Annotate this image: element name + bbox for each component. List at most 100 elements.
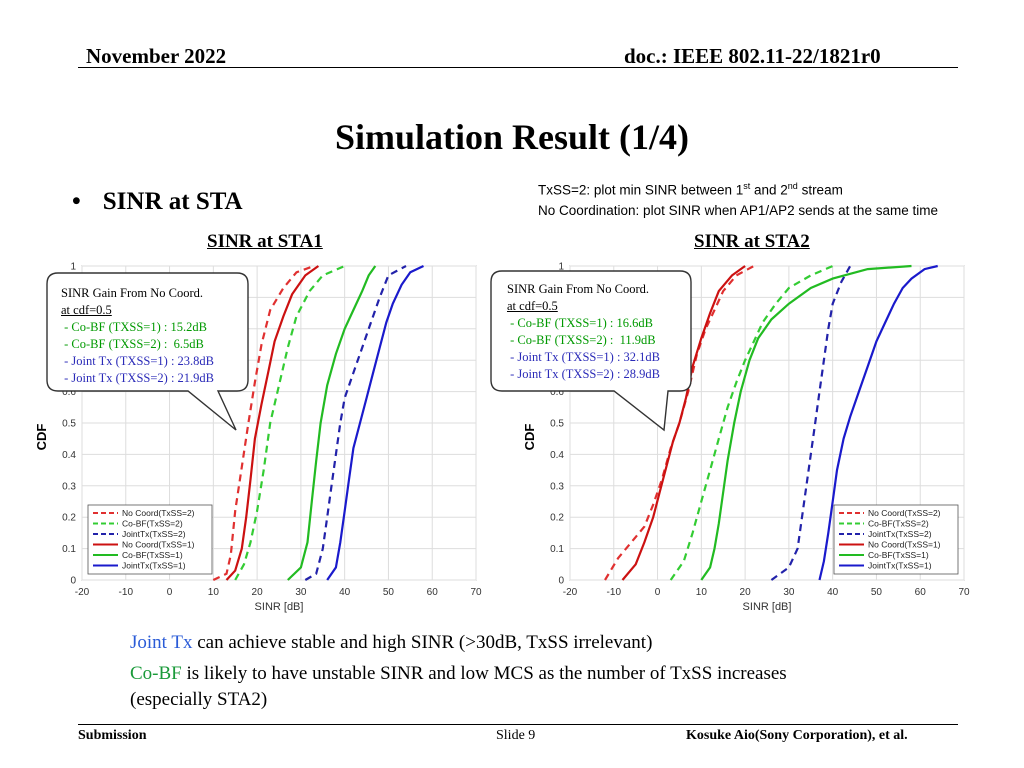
- legend-label: Co-BF(TxSS=1): [122, 550, 183, 560]
- y-tick-label: 1: [558, 262, 564, 273]
- x-axis-label: SINR [dB]: [743, 601, 792, 613]
- chart-legend: [87, 504, 213, 575]
- legend-label: No Coord(TxSS=2): [868, 508, 941, 518]
- chart-title-sta2: SINR at STA2: [694, 231, 810, 252]
- y-tick-label: 0.2: [62, 513, 76, 524]
- y-tick-label: 0.1: [62, 544, 76, 555]
- footer-rule: [78, 724, 958, 725]
- x-tick-label: 50: [871, 587, 883, 598]
- x-tick-label: 50: [383, 587, 395, 598]
- x-tick-label: 0: [167, 587, 173, 598]
- callout-line: - Co-BF (TXSS=2) : 6.5dB: [61, 337, 204, 351]
- legend-label: Co-BF(TxSS=2): [122, 519, 183, 529]
- callout-sta1: SINR Gain From No Coord. at cdf=0.5 - Co…: [61, 285, 214, 387]
- series-line: [287, 265, 377, 581]
- callout-line: - Joint Tx (TXSS=2) : 21.9dB: [61, 371, 215, 385]
- legend-label: Co-BF(TxSS=1): [868, 550, 929, 560]
- callout-shape-sta1: [46, 272, 249, 431]
- x-tick-label: 60: [915, 587, 927, 598]
- x-tick-label: 40: [827, 587, 839, 598]
- y-tick-label: 0: [558, 576, 564, 587]
- simulation-notes: TxSS=2: plot min SINR between 1st and 2n…: [538, 176, 938, 221]
- callout-cdf-label: at cdf=0.5: [507, 299, 558, 313]
- x-tick-label: 30: [783, 587, 795, 598]
- y-tick-label: 0.5: [62, 419, 76, 430]
- callout-shape-sta2: [490, 270, 692, 432]
- x-tick-label: -10: [607, 587, 622, 598]
- y-tick-label: 0.1: [550, 544, 564, 555]
- legend-label: No Coord(TxSS=1): [868, 540, 941, 550]
- chart-legend: [833, 504, 959, 575]
- header-date: November 2022: [86, 44, 227, 68]
- x-tick-label: 10: [696, 587, 708, 598]
- series-line: [234, 264, 346, 581]
- y-tick-label: 0.4: [550, 450, 564, 461]
- callout-line: - Co-BF (TXSS=1) : 16.6dB: [507, 316, 653, 330]
- callout-line: - Joint Tx (TXSS=2) : 28.9dB: [507, 367, 661, 381]
- y-tick-label: 0: [70, 576, 76, 587]
- slide-title: Simulation Result (1/4): [334, 117, 690, 157]
- conclusion-line-3: (especially STA2): [130, 689, 268, 710]
- series-line: [225, 265, 320, 581]
- legend-label: JointTx(TxSS=1): [122, 561, 186, 571]
- note-line-1: TxSS=2: plot min SINR between 1st and 2n…: [538, 181, 843, 198]
- conclusions: Joint Tx can achieve stable and high SIN…: [130, 630, 787, 713]
- x-tick-label: 0: [655, 587, 661, 598]
- x-tick-label: 70: [470, 587, 482, 598]
- conclusion-line-1: Joint Tx can achieve stable and high SIN…: [130, 632, 653, 653]
- legend-label: No Coord(TxSS=1): [122, 540, 195, 550]
- x-axis-label: SINR [dB]: [255, 601, 304, 613]
- chart-sta1: -20 -10 0 10 20 30 40 50 60 70 0 0.1 0.2 0.3 0.4 0.5 0.6…: [34, 262, 482, 614]
- legend-label: JointTx(TxSS=1): [868, 561, 932, 571]
- legend-label: No Coord(TxSS=2): [122, 508, 195, 518]
- chart-sta2: -20 -10 0 10 20 30 40 50 60 70 0 0.1 0.2 0.3 0.4 0.5 0.6…: [522, 262, 970, 614]
- conclusion-line-2: Co-BF is likely to have unstable SINR an…: [130, 663, 787, 684]
- y-axis-label: CDF: [34, 424, 49, 451]
- x-tick-label: 70: [958, 587, 970, 598]
- series-line: [818, 264, 938, 581]
- bullet-text: SINR at STA: [102, 188, 243, 215]
- callout-heading: SINR Gain From No Coord.: [507, 282, 650, 296]
- callout-line: - Co-BF (TXSS=2) : 11.9dB: [507, 333, 656, 347]
- y-tick-label: 0.6: [550, 387, 564, 398]
- footer-right: Kosuke Aio(Sony Corporation), et al.: [686, 728, 908, 743]
- header-doc-id: doc.: IEEE 802.11-22/1821r0: [624, 44, 881, 68]
- y-axis-label: CDF: [522, 424, 537, 451]
- series-line: [212, 264, 315, 581]
- series-line: [326, 265, 424, 581]
- header-rule: [78, 67, 958, 68]
- x-tick-label: 60: [427, 587, 439, 598]
- legend-label: JointTx(TxSS=2): [122, 529, 186, 539]
- y-tick-label: 0.4: [62, 450, 76, 461]
- series-line: [770, 265, 852, 581]
- y-tick-label: 0.5: [550, 419, 564, 430]
- x-tick-label: 40: [339, 587, 351, 598]
- x-tick-label: -10: [119, 587, 134, 598]
- footer-slide-number: Slide 9: [496, 728, 536, 743]
- callout-line: - Co-BF (TXSS=1) : 15.2dB: [61, 320, 207, 334]
- x-tick-label: -20: [75, 587, 90, 598]
- note-line-2: No Coordination: plot SINR when AP1/AP2 …: [538, 202, 938, 218]
- callout-sta2: SINR Gain From No Coord. at cdf=0.5 - Co…: [507, 281, 660, 383]
- x-tick-label: 20: [740, 587, 752, 598]
- bullet-symbol: •: [72, 188, 81, 215]
- series-line: [304, 265, 407, 581]
- footer-left: Submission: [78, 728, 147, 743]
- series-line: [621, 265, 746, 581]
- legend-label: JointTx(TxSS=2): [868, 529, 932, 539]
- x-tick-label: 10: [208, 587, 220, 598]
- x-tick-label: -20: [563, 587, 578, 598]
- series-line: [700, 264, 912, 581]
- y-tick-label: 1: [70, 262, 76, 273]
- chart-title-sta1: SINR at STA1: [207, 231, 323, 252]
- x-tick-label: 30: [295, 587, 307, 598]
- y-tick-label: 0.3: [62, 481, 76, 492]
- x-tick-label: 20: [252, 587, 264, 598]
- callout-line: - Joint Tx (TXSS=1) : 32.1dB: [507, 350, 661, 364]
- y-tick-label: 0.6: [62, 387, 76, 398]
- callout-heading: SINR Gain From No Coord.: [61, 286, 204, 300]
- series-line: [604, 265, 755, 581]
- bullet-point: • SINR at STA: [72, 188, 243, 216]
- series-line: [669, 264, 834, 581]
- y-tick-label: 0.2: [550, 513, 564, 524]
